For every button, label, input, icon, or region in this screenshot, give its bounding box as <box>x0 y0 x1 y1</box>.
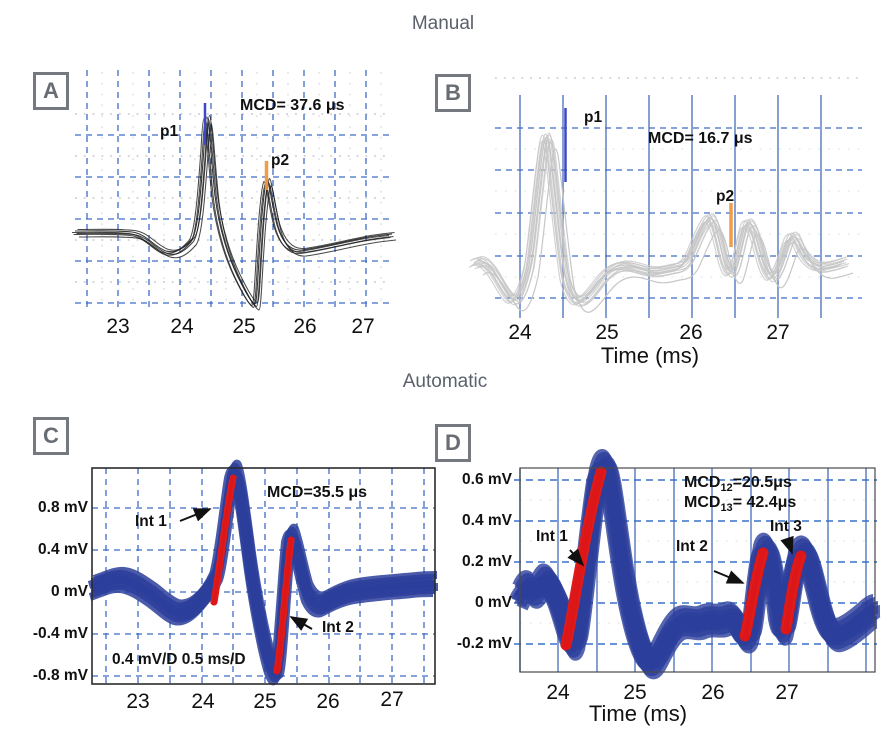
panel-d-int2-label: Int 2 <box>676 538 708 555</box>
panel-a-x-tick: 23 <box>106 315 130 338</box>
panel-c-int1-arrow <box>179 508 212 522</box>
panel-c-plot-border <box>91 467 436 685</box>
panel-c-int1-highlight <box>210 474 237 606</box>
panel-d-traces <box>515 455 880 673</box>
panel-d-int1-arrow <box>567 548 585 567</box>
group-title-automatic: Automatic <box>402 371 488 392</box>
panel-b-x-axis-label: Time (ms) <box>600 343 700 368</box>
panel-a-x-tick: 27 <box>351 315 375 338</box>
panel-d-y-tick: -0.2 mV <box>456 635 512 652</box>
panel-c-x-tick: 24 <box>191 690 215 713</box>
panel-b-p2-label: p2 <box>716 188 735 205</box>
panel-d-int1-highlight <box>560 466 607 651</box>
panel-d-plot-border <box>519 467 876 673</box>
group-title-manual: Manual <box>411 13 475 34</box>
panel-c-letter: C <box>33 417 69 455</box>
panel-a-p1-label: p1 <box>160 123 179 140</box>
panel-c-x-tick: 25 <box>253 690 277 713</box>
panel-d-mcd13-label: MCD13= 42.4μs <box>684 494 797 515</box>
panel-c-int1-label: Int 1 <box>135 513 167 530</box>
panel-d-int1-label: Int 1 <box>536 528 568 545</box>
panel-d-int3-label: Int 3 <box>770 518 802 535</box>
panel-a-graphics <box>71 70 397 311</box>
panel-a-p2-label: p2 <box>271 152 290 169</box>
panel-b-letter: B <box>435 74 471 112</box>
panel-c-int2-label: Int 2 <box>322 619 354 636</box>
panel-b-x-tick: 26 <box>679 321 703 344</box>
panel-a-x-tick: 26 <box>293 315 317 338</box>
panel-d-y-tick: 0.4 mV <box>462 512 512 529</box>
panel-d-x-tick: 25 <box>623 681 647 704</box>
panel-a-x-tick: 24 <box>170 315 194 338</box>
panel-a-letter: A <box>33 72 69 110</box>
panel-c-int2-arrow <box>289 616 313 631</box>
panel-d-y-tick: 0 mV <box>474 594 512 611</box>
panel-b-p1-label: p1 <box>584 109 603 126</box>
panel-b-x-tick: 25 <box>595 321 619 344</box>
panel-b-x-tick: 27 <box>766 321 790 344</box>
panel-c-scale-note: 0.4 mV/D 0.5 ms/D <box>112 651 246 668</box>
panel-c-x-tick: 23 <box>126 690 150 713</box>
panel-d-int3-arrow <box>780 535 794 555</box>
panel-a-mcd-label: MCD= 37.6 μs <box>240 97 345 114</box>
panel-d-x-axis-label: Time (ms) <box>588 701 688 726</box>
panel-c-x-tick: 26 <box>316 690 340 713</box>
panel-c-y-tick: -0.8 mV <box>32 667 88 684</box>
panel-c-y-tick: -0.4 mV <box>32 625 88 642</box>
panel-c-traces <box>89 464 438 682</box>
panel-d-y-tick: 0.2 mV <box>462 553 512 570</box>
panel-a-x-tick: 25 <box>232 315 256 338</box>
panel-c-y-tick: 0 mV <box>50 583 88 600</box>
panel-c-int2-highlight <box>273 536 295 675</box>
panel-b-traces <box>468 132 854 313</box>
panel-b-mcd-label: MCD= 16.7 μs <box>648 130 753 147</box>
panel-d-int2-highlight <box>739 547 769 642</box>
panel-c-mcd-label: MCD=35.5 μs <box>267 484 368 501</box>
panel-d-graphics <box>514 455 880 673</box>
panel-b-graphics <box>468 77 862 318</box>
panel-d-y-tick: 0.6 mV <box>462 471 512 488</box>
panel-d-mcd12-label: MCD12=20.5μs <box>684 474 792 495</box>
panel-c-graphics <box>89 464 438 684</box>
panel-a-traces <box>71 114 397 311</box>
panel-d-int2-arrow <box>713 570 745 584</box>
panel-d-int3-highlight <box>780 550 807 635</box>
panel-b-x-tick: 24 <box>508 321 532 344</box>
panel-d-x-tick: 27 <box>775 681 799 704</box>
panel-d-x-tick: 26 <box>701 681 725 704</box>
panel-d-x-tick: 24 <box>546 681 570 704</box>
panel-c-y-tick: 0.4 mV <box>38 541 88 558</box>
panel-c-x-tick: 27 <box>380 688 404 711</box>
panel-d-letter: D <box>435 424 471 462</box>
panel-c-y-tick: 0.8 mV <box>38 499 88 516</box>
